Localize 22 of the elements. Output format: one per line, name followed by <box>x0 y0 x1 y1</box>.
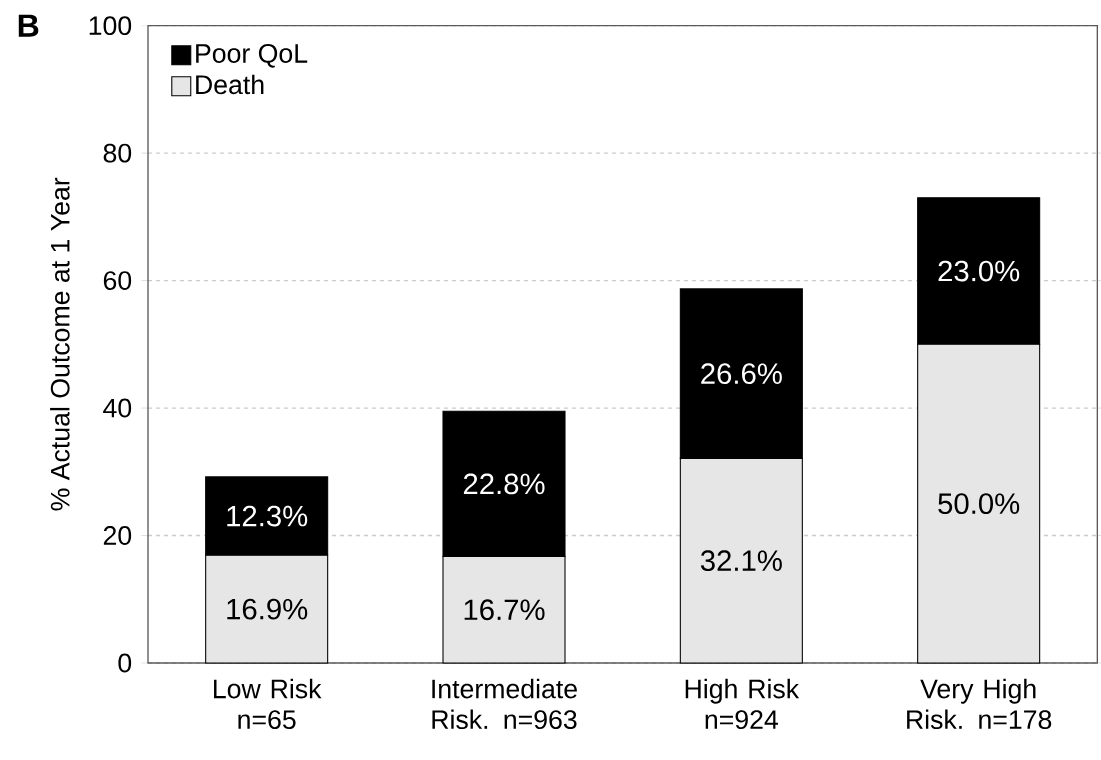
text: B <box>18 14 39 37</box>
y-tick-label: 0 <box>118 653 132 673</box>
x-tick-label: Very High Risk. n=178 <box>907 678 1052 730</box>
data-label: 16.7% <box>464 599 545 621</box>
data-label: 32.1% <box>700 550 782 572</box>
data-label: 23.0% <box>938 260 1020 282</box>
legend-label: Poor QoL <box>196 44 308 68</box>
data-label: 26.6% <box>701 363 782 385</box>
y-tick-label: 80 <box>103 143 132 163</box>
data-label: 12.3% <box>227 505 308 527</box>
y-tick-label: 40 <box>103 398 132 418</box>
y-axis-title: % Actual Outcome at 1 Year <box>50 177 70 511</box>
legend-label: Death <box>196 74 264 95</box>
y-tick-label: 100 <box>89 16 132 36</box>
y-tick-label: 60 <box>103 271 132 291</box>
x-tick-label: Intermediate Risk. n=963 <box>432 678 577 730</box>
data-label: 16.9% <box>227 598 308 620</box>
data-label: 50.0% <box>938 493 1020 515</box>
x-tick-label: Low Risk n=65 <box>214 678 322 730</box>
x-tick-label: High Risk n=924 <box>685 678 800 730</box>
data-label: 22.8% <box>463 473 545 495</box>
y-tick-label: 20 <box>103 526 132 545</box>
